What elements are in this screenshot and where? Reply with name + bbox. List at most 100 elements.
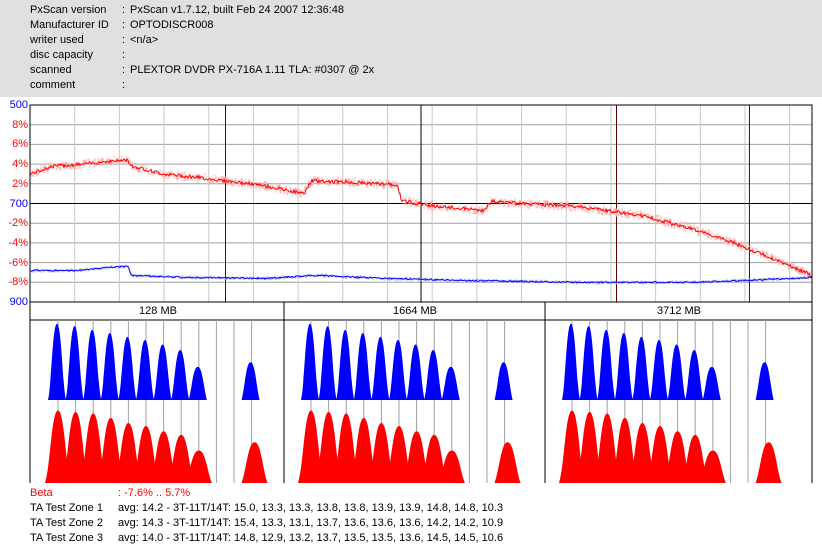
zone-value: avg: 14.2 - 3T-11T/14T: 15.0, 13.3, 13.3…	[118, 502, 504, 514]
y-tick-label: 2%	[12, 177, 28, 190]
zone-key: TA Test Zone 3	[30, 532, 103, 544]
y-tick-label: 6%	[12, 138, 28, 151]
ta-blue-peak	[389, 339, 407, 400]
ta-zone-3-summary: TA Test Zone 3 avg: 14.0 - 3T-11T/14T: 14…	[30, 531, 503, 546]
ta-blue-peak	[336, 329, 355, 400]
zone-key: TA Test Zone 2	[30, 517, 103, 529]
ta-red-peak	[241, 442, 268, 483]
ta-red-peak	[611, 417, 638, 483]
ta-blue-peak	[494, 362, 513, 400]
info-sep: :	[122, 19, 126, 31]
ta-red-peak	[350, 417, 377, 483]
ta-red-peak	[494, 442, 521, 483]
ta-red-peak	[576, 411, 603, 483]
info-sep: :	[122, 79, 126, 91]
info-key: writer used	[30, 34, 84, 46]
ta-blue-peak	[597, 329, 616, 400]
info-key: scanned	[30, 64, 72, 76]
ta-red-peak	[333, 413, 360, 483]
ta-red-peak	[421, 434, 448, 483]
y-tick-label: 8%	[12, 118, 28, 131]
ta-blue-peak	[65, 326, 84, 400]
y-tick-label: 500	[9, 99, 28, 111]
ta-blue-peak	[424, 349, 443, 400]
info-value: PxScan v1.7.12, built Feb 24 2007 12:36:…	[130, 4, 345, 16]
ta-red-peak	[45, 410, 71, 483]
info-key: comment	[30, 79, 76, 91]
ta-red-peak	[168, 434, 195, 483]
y-tick-label: -4%	[8, 236, 28, 249]
ta-blue-peak	[353, 333, 372, 400]
ta-blue-peak	[667, 344, 686, 400]
zone-value: avg: 14.3 - 3T-11T/14T: 15.4, 13.3, 13.1…	[118, 517, 504, 529]
y-tick-label: -6%	[8, 256, 28, 269]
ta-red-peak	[403, 431, 430, 483]
scan-info-header: PxScan version: PxScan v1.7.12, built Feb…	[0, 0, 822, 97]
ta-blue-peak	[48, 323, 66, 400]
info-sep: :	[122, 64, 126, 76]
ta-zone-3-label: 3712 MB	[656, 305, 702, 317]
ta-blue-peak	[83, 329, 102, 400]
ta-red-peak	[62, 411, 89, 483]
info-key: PxScan version	[30, 4, 107, 16]
ta-blue-peak	[136, 339, 154, 400]
info-value: OPTODISCR008	[130, 19, 214, 31]
ta-red-peak	[664, 431, 691, 483]
y-tick-label: 700	[9, 197, 28, 210]
info-row-comment: comment:	[30, 78, 130, 93]
ta-zone-2-summary: TA Test Zone 2 avg: 14.3 - 3T-11T/14T: 15…	[30, 516, 503, 531]
ta-blue-peak	[685, 349, 704, 400]
ta-red-peak	[682, 434, 709, 483]
ta-red-peak	[298, 410, 324, 483]
info-row-writer: writer used: <n/a>	[30, 33, 158, 48]
info-row-manufacturer: Manufacturer ID: OPTODISCR008	[30, 18, 214, 33]
ta-red-peak	[594, 413, 621, 483]
ta-red-peak	[150, 431, 177, 483]
ta-blue-peak	[188, 366, 207, 400]
info-value: <n/a>	[130, 34, 159, 46]
ta-red-peak	[699, 450, 726, 483]
ta-red-peak	[386, 426, 412, 483]
ta-blue-peak	[579, 326, 598, 400]
ta-blue-peak	[406, 344, 425, 400]
ta-blue-peak	[241, 362, 260, 400]
ta-red-peak	[368, 423, 395, 483]
info-row-scanned: scanned: PLEXTOR DVDR PX-716A 1.11 TLA: #…	[30, 63, 374, 78]
ta-blue-peak	[171, 349, 190, 400]
ta-red-peak	[755, 442, 782, 483]
ta-blue-peak	[632, 336, 651, 400]
y-axis-labels: 500 8% 6% 4% 2% 700 -2% -4% -6% -8% 900	[0, 98, 28, 308]
ta-blue-peak	[441, 366, 460, 400]
ta-blue-peak	[153, 344, 172, 400]
info-sep: :	[122, 49, 126, 61]
ta-red-peak	[438, 450, 465, 483]
ta-red-peak	[97, 417, 124, 483]
info-row-capacity: disc capacity:	[30, 48, 130, 63]
ta-blue-peak	[100, 333, 119, 400]
ta-zone-1-summary: TA Test Zone 1 avg: 14.2 - 3T-11T/14T: 15…	[30, 501, 503, 516]
ta-red-peak	[629, 423, 656, 483]
ta-red-peak	[315, 411, 342, 483]
ta-blue-peak	[614, 333, 633, 400]
ta-red-peak	[559, 410, 585, 483]
info-sep: :	[122, 34, 126, 46]
ta-red-peak	[133, 426, 159, 483]
ta-blue-peak	[562, 323, 580, 400]
y-tick-label: -2%	[8, 217, 28, 230]
beta-summary: Beta : -7.6% .. 5.7%	[30, 486, 190, 501]
info-key: disc capacity	[30, 49, 93, 61]
ta-blue-peak	[371, 336, 390, 400]
y-tick-label: -8%	[8, 276, 28, 289]
series-jitter-line	[29, 265, 813, 284]
ta-red-peak	[185, 450, 212, 483]
ta-blue-peak	[650, 339, 668, 400]
zone-value: avg: 14.0 - 3T-11T/14T: 14.8, 12.9, 13.2…	[118, 532, 504, 544]
y-tick-label: 900	[9, 296, 28, 308]
ta-red-peak	[115, 423, 142, 483]
info-sep: :	[122, 4, 126, 16]
ta-zone-1-label: 128 MB	[139, 305, 177, 317]
beta-key: Beta	[30, 487, 53, 499]
info-value: PLEXTOR DVDR PX-716A 1.11 TLA: #0307 @ 2…	[130, 64, 375, 76]
beta-value: : -7.6% .. 5.7%	[118, 487, 191, 499]
